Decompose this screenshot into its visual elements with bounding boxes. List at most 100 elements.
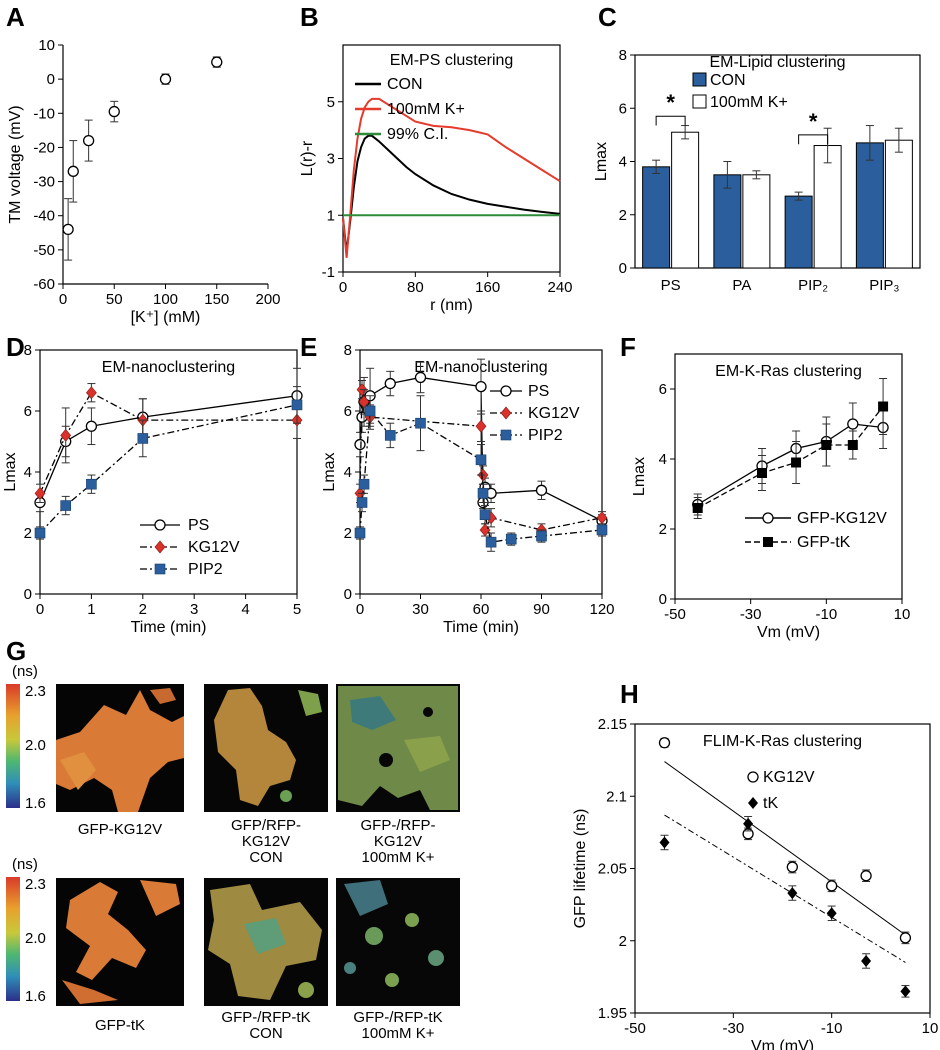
x-tick-label: 0 [36,601,44,618]
data-point [159,73,172,85]
data-point-gfp-tk [821,440,832,450]
legend-label: KG12V [188,539,240,556]
flim-image-panel: (ns) 2.3 2.0 1.6 (ns) 2.3 2.0 1.6 [6,663,460,1042]
legend-marker [154,519,166,531]
data-point-tk [743,817,754,830]
y-tick-label: 0 [344,586,352,603]
y-tick-label: 8 [24,342,32,359]
series-line-ps [39,395,298,503]
legend-label: GFP-KG12V [797,510,887,527]
chart-title: FLIM-K-Ras clustering [703,733,862,750]
plot-frame [39,349,298,595]
x-tick-label: 120 [589,601,614,618]
x-tick-label: PIP₂ [798,277,828,294]
y-tick-label: -10 [33,105,55,122]
data-point-pip2 [477,488,489,499]
colorbar-unit-top: (ns) [12,663,38,680]
bar-con [713,174,742,269]
legend-label: PS [528,383,549,400]
plot-frame [342,44,561,273]
y-tick-label: -20 [33,139,55,156]
y-tick-label: 2 [344,525,352,542]
data-point-ps [85,420,98,432]
y-tick-label: 2 [619,933,627,950]
x-tick-label: 50 [106,291,123,308]
data-point-pip2 [415,417,426,429]
flim-image-gfp-tk [56,878,184,1006]
x-tick-label: 80 [407,279,424,296]
bar-con [784,195,813,269]
y-tick-label: 6 [344,403,352,420]
series-line-gfp-tk [697,406,884,509]
data-point-kg12v [860,870,872,882]
y-tick-label: 6 [659,381,667,398]
x-tick-label: -50 [624,1020,646,1037]
significance-star: * [809,109,818,134]
x-axis-label: [K⁺] (mM) [131,309,201,326]
data-point [108,105,120,118]
data-point-ps [354,438,366,451]
x-tick-label: 1 [87,601,95,618]
y-tick-label: 1 [327,207,335,224]
y-tick-label: 2 [659,521,667,538]
y-axis-label: Lmax [593,142,610,181]
legend-label: CON [387,76,423,93]
legend-label: CON [710,72,746,89]
chart-c-em-lipid-clustering: 0 2 4 6 8 Lmax EM-Lipid clustering PS PA PIP₂ PIP₃… [593,47,921,294]
flim-caption-3: GFP-/RFP-KG12V 100mM K+ [361,817,436,866]
bar-con [642,166,671,269]
chart-title: EM-K-Ras clustering [715,363,862,380]
data-point-kg12v [826,880,838,892]
y-tick-label: 0 [47,71,55,88]
fit-line-tk [664,814,906,963]
plot-frame [634,723,931,1014]
data-point-kg12v [658,737,671,749]
data-point-pip2 [475,454,487,466]
legend-label: 100mM K+ [387,101,465,118]
legend-label: 100mM K+ [710,94,788,111]
y-tick-label: 1.95 [598,1005,627,1022]
bar-con [855,142,884,269]
data-point-pip2 [364,405,376,417]
x-tick-label: 2 [139,601,147,618]
panel-label-b: B [300,2,319,32]
legend-label: KG12V [763,769,815,786]
y-tick-label: 2 [619,207,627,224]
y-tick-label: 2.1 [606,788,627,805]
panel-label-h: H [620,679,639,709]
data-point-tk [900,985,911,998]
x-tick-label: 150 [204,291,229,308]
x-tick-label: -30 [740,606,762,623]
x-tick-label: 0 [356,601,364,618]
flim-image-gfp-rfp-kg12v-con [204,684,328,812]
x-tick-label: 30 [412,601,429,618]
x-tick-label: -50 [664,606,686,623]
data-point-pip2 [356,497,368,508]
data-point-tk [826,907,837,920]
x-tick-label: 4 [241,601,249,618]
y-axis-label: Lmax [631,457,648,496]
panel-label-f: F [620,332,636,362]
x-axis-label: Time (min) [443,619,519,636]
colorbar-top-mid: 2.0 [25,737,46,754]
data-point-pip2 [536,530,547,542]
y-tick-label: 6 [619,100,627,117]
flim-caption-4: GFP-tK [95,1017,145,1034]
chart-d-em-nanoclustering: 0 1 2 3 4 5 0 2 4 6 8 Time (min) Lmax EM-nanoclusteri… [2,342,303,636]
data-point-gfp-tk [847,440,858,450]
x-tick-label: 0 [59,291,67,308]
data-point [67,165,79,177]
data-point-kg12v [34,486,46,500]
data-point-pip2 [291,399,303,411]
x-tick-label: PS [661,277,681,294]
legend-label: GFP-tK [797,534,851,551]
colorbar-bottom-min: 1.6 [25,988,46,1005]
data-point [82,134,95,147]
flim-image-gfp-kg12v [56,684,184,812]
legend-marker [748,797,758,809]
